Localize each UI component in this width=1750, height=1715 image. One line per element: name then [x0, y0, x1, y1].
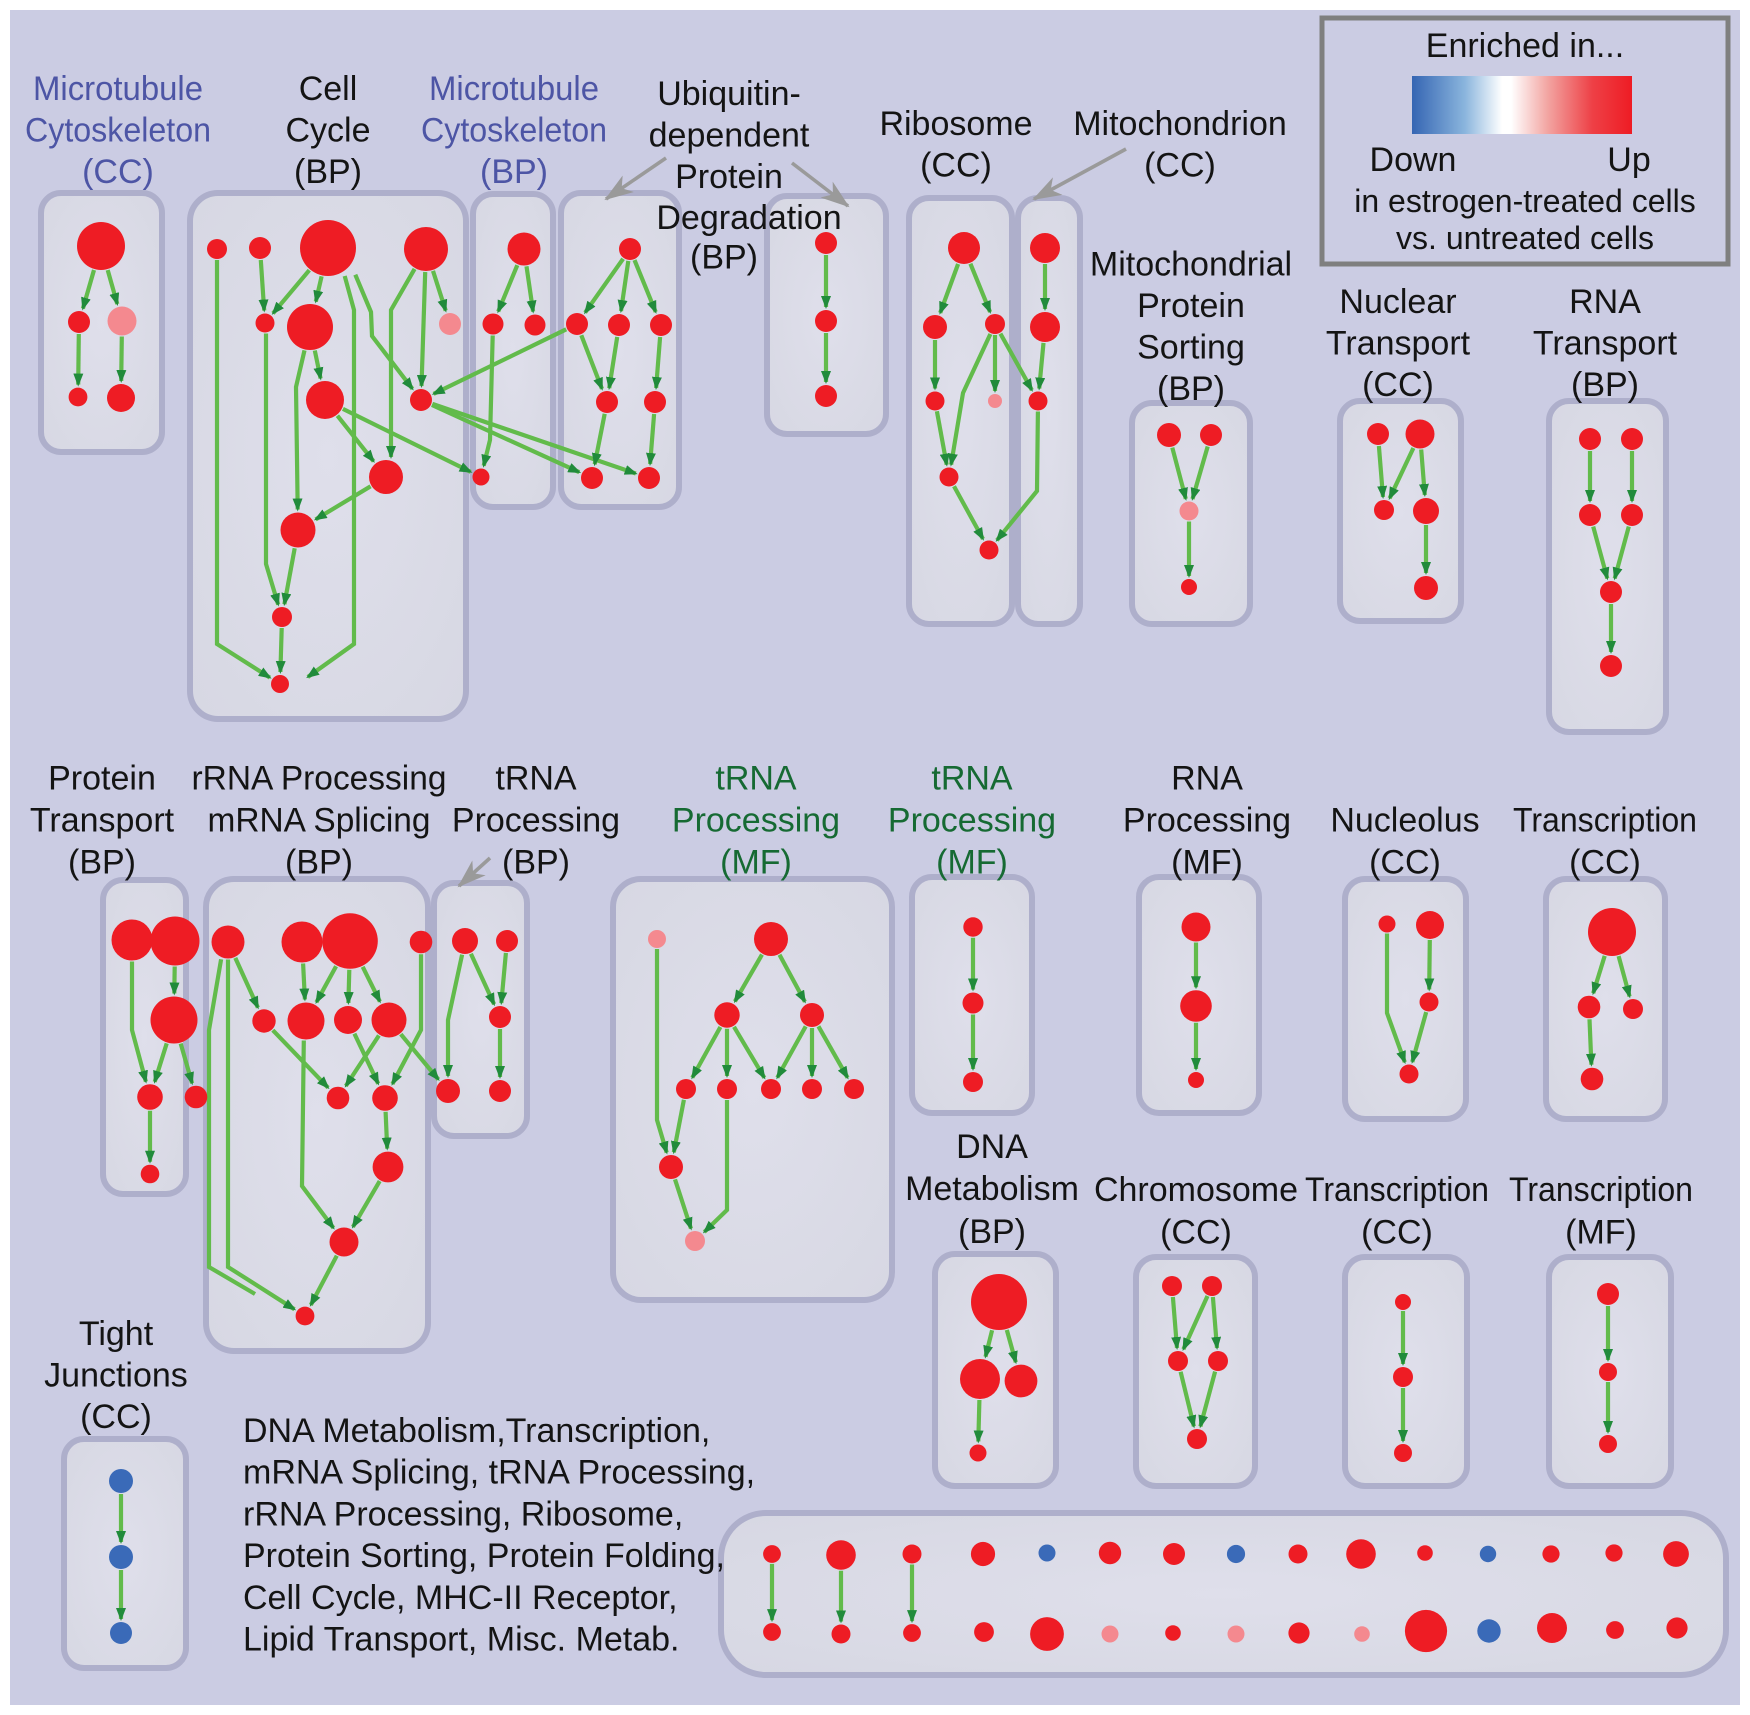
svg-text:Microtubule: Microtubule [429, 70, 599, 108]
svg-text:Sorting: Sorting [1137, 329, 1245, 367]
svg-text:(CC): (CC) [1569, 844, 1641, 882]
svg-text:(BP): (BP) [1157, 370, 1225, 408]
svg-text:(CC): (CC) [1160, 1214, 1232, 1252]
svg-text:Processing: Processing [1123, 802, 1291, 840]
svg-text:rRNA Processing, Ribosome,: rRNA Processing, Ribosome, [243, 1495, 683, 1533]
svg-text:(MF): (MF) [1171, 844, 1243, 882]
svg-text:mRNA Splicing, tRNA Processing: mRNA Splicing, tRNA Processing, [243, 1454, 755, 1492]
svg-text:(BP): (BP) [480, 153, 548, 191]
svg-text:Transcription: Transcription [1509, 1171, 1693, 1209]
svg-text:Protein: Protein [1137, 287, 1245, 325]
svg-text:Processing: Processing [888, 802, 1056, 840]
svg-text:Nucleolus: Nucleolus [1330, 802, 1479, 840]
svg-text:Protein: Protein [48, 760, 156, 798]
svg-text:Tight: Tight [79, 1315, 154, 1353]
svg-text:Down: Down [1370, 141, 1457, 179]
svg-text:(BP): (BP) [502, 844, 570, 882]
svg-text:DNA: DNA [956, 1128, 1028, 1166]
svg-text:Processing: Processing [452, 802, 620, 840]
svg-text:Metabolism: Metabolism [905, 1170, 1079, 1208]
svg-text:(MF): (MF) [720, 844, 792, 882]
svg-text:Cell: Cell [299, 70, 358, 108]
svg-text:Transport: Transport [1326, 325, 1471, 363]
svg-text:(CC): (CC) [1144, 147, 1216, 185]
svg-text:Cytoskeleton: Cytoskeleton [25, 112, 211, 150]
svg-text:tRNA: tRNA [931, 760, 1013, 798]
svg-text:Lipid Transport, Misc. Metab.: Lipid Transport, Misc. Metab. [243, 1621, 680, 1659]
svg-text:tRNA: tRNA [715, 760, 797, 798]
svg-text:(CC): (CC) [80, 1398, 152, 1436]
svg-text:(BP): (BP) [958, 1213, 1026, 1251]
svg-text:Protein Sorting, Protein Foldi: Protein Sorting, Protein Folding, [243, 1537, 725, 1575]
svg-text:Protein: Protein [675, 158, 783, 196]
svg-text:dependent: dependent [649, 117, 810, 155]
svg-text:Transcription: Transcription [1513, 802, 1697, 840]
svg-text:Mitochondrion: Mitochondrion [1073, 105, 1287, 143]
svg-text:Enriched in...: Enriched in... [1426, 27, 1624, 65]
svg-text:Transport: Transport [30, 802, 175, 840]
svg-text:RNA: RNA [1569, 283, 1641, 321]
svg-text:Transport: Transport [1533, 325, 1678, 363]
svg-text:(BP): (BP) [68, 844, 136, 882]
svg-text:(CC): (CC) [920, 147, 992, 185]
svg-text:(MF): (MF) [936, 844, 1008, 882]
svg-text:Transcription: Transcription [1305, 1171, 1489, 1209]
svg-text:(MF): (MF) [1565, 1214, 1637, 1252]
svg-text:(BP): (BP) [690, 239, 758, 277]
svg-text:Microtubule: Microtubule [33, 70, 203, 108]
svg-text:(CC): (CC) [1362, 366, 1434, 404]
svg-text:Cytoskeleton: Cytoskeleton [421, 112, 607, 150]
svg-text:(BP): (BP) [1571, 366, 1639, 404]
svg-text:Processing: Processing [672, 802, 840, 840]
svg-text:Junctions: Junctions [44, 1357, 188, 1395]
svg-text:Chromosome: Chromosome [1094, 1171, 1298, 1209]
svg-text:Nuclear: Nuclear [1339, 283, 1456, 321]
svg-text:(CC): (CC) [1361, 1214, 1433, 1252]
svg-text:in estrogen-treated cells: in estrogen-treated cells [1354, 183, 1696, 219]
svg-text:DNA Metabolism,Transcription,: DNA Metabolism,Transcription, [243, 1412, 710, 1450]
svg-text:vs. untreated cells: vs. untreated cells [1396, 220, 1654, 256]
svg-text:tRNA: tRNA [495, 760, 577, 798]
svg-text:Degradation: Degradation [656, 199, 841, 237]
svg-text:(BP): (BP) [285, 844, 353, 882]
svg-text:mRNA Splicing: mRNA Splicing [208, 802, 431, 840]
svg-text:(CC): (CC) [82, 153, 154, 191]
svg-text:(CC): (CC) [1369, 844, 1441, 882]
svg-text:Ribosome: Ribosome [879, 105, 1032, 143]
svg-text:(BP): (BP) [294, 153, 362, 191]
svg-text:Ubiquitin-: Ubiquitin- [657, 75, 801, 113]
svg-text:rRNA Processing: rRNA Processing [192, 760, 447, 798]
svg-text:Mitochondrial: Mitochondrial [1090, 246, 1292, 284]
svg-text:RNA: RNA [1171, 760, 1243, 798]
svg-text:Cycle: Cycle [285, 112, 370, 150]
svg-text:Cell Cycle, MHC-II Receptor,: Cell Cycle, MHC-II Receptor, [243, 1579, 678, 1617]
svg-text:Up: Up [1607, 141, 1650, 179]
